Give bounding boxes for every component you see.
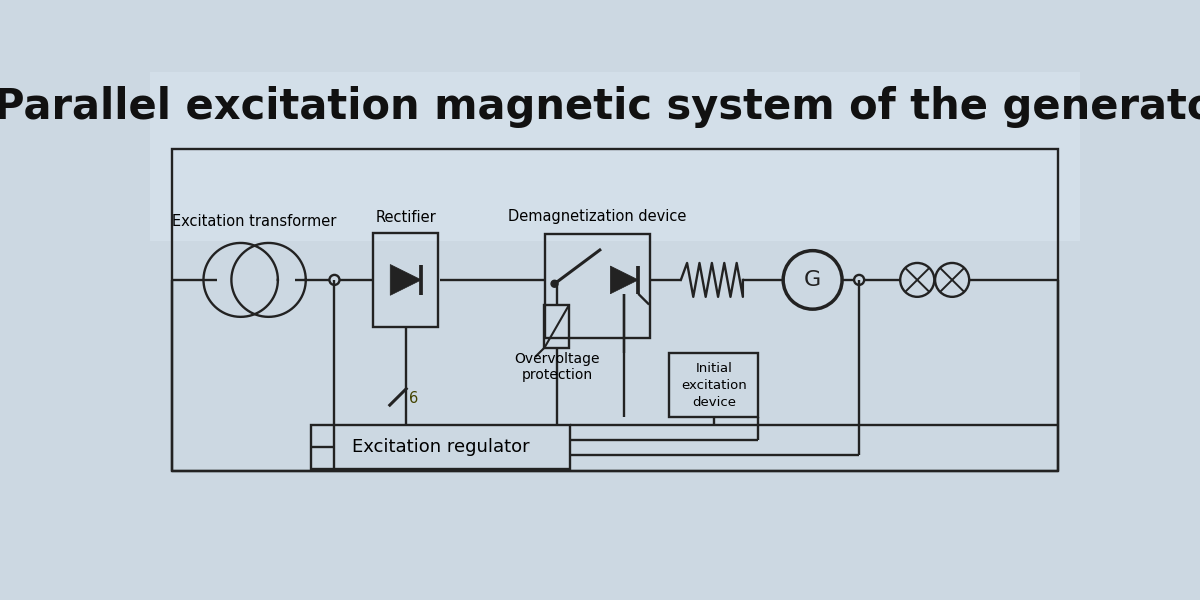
Text: 6: 6 bbox=[409, 391, 418, 406]
Polygon shape bbox=[390, 265, 421, 295]
Bar bbox=[373, 233, 438, 327]
Bar bbox=[311, 425, 570, 469]
Bar bbox=[670, 353, 758, 417]
Text: Excitation regulator: Excitation regulator bbox=[352, 438, 529, 456]
Bar bbox=[172, 149, 1058, 471]
Text: Rectifier: Rectifier bbox=[376, 211, 436, 226]
Text: Demagnetization device: Demagnetization device bbox=[509, 209, 686, 224]
Circle shape bbox=[551, 280, 558, 287]
Polygon shape bbox=[611, 266, 638, 294]
Text: Overvoltage
protection: Overvoltage protection bbox=[514, 352, 600, 382]
Text: Excitation transformer: Excitation transformer bbox=[173, 214, 337, 229]
Bar bbox=[150, 72, 1080, 241]
Text: G: G bbox=[804, 270, 821, 290]
Bar bbox=[545, 305, 569, 347]
Text: Initial
excitation
device: Initial excitation device bbox=[680, 362, 746, 409]
Bar bbox=[545, 234, 650, 338]
Text: Parallel excitation magnetic system of the generator: Parallel excitation magnetic system of t… bbox=[0, 86, 1200, 128]
